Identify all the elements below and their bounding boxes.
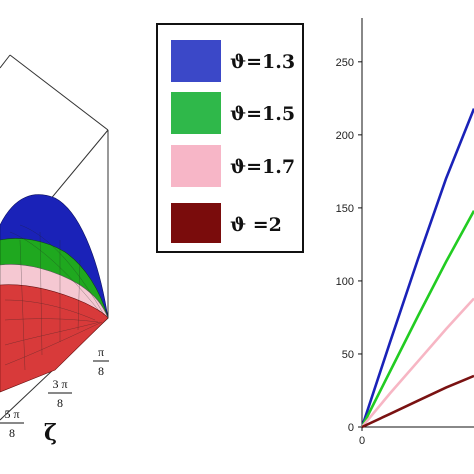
legend-swatch-1 xyxy=(171,40,221,82)
zeta-axis: π 8 3 π 8 5 π 8 ζ xyxy=(0,345,109,446)
y-tick-label: 200 xyxy=(336,130,354,142)
line-plot: 0 50 100 150 200 250 0 xyxy=(336,18,474,447)
zeta-tick-2-den: 8 xyxy=(57,396,63,410)
y-ticks: 0 50 100 150 200 250 xyxy=(336,57,362,434)
y-tick-label: 250 xyxy=(336,57,354,69)
zeta-tick-3-num: 5 π xyxy=(4,407,19,421)
legend-swatch-3 xyxy=(171,145,221,187)
y-tick-label: 0 xyxy=(348,422,354,434)
x-ticks: 0 xyxy=(359,427,365,447)
series-line-4 xyxy=(361,374,474,429)
legend-label-4: ϑ =2 xyxy=(230,214,282,236)
zeta-tick-3-den: 8 xyxy=(9,426,15,440)
legend-label-2: ϑ=1.5 xyxy=(230,103,295,125)
zeta-tick-1-num: π xyxy=(98,345,104,359)
zeta-axis-label: ζ xyxy=(44,420,57,446)
series-lines xyxy=(360,108,474,429)
box-edge xyxy=(9,54,109,131)
surface-red xyxy=(0,284,109,393)
series-line-1 xyxy=(360,108,474,428)
zeta-tick-2-num: 3 π xyxy=(52,377,67,391)
legend-label-3: ϑ=1.7 xyxy=(230,156,295,178)
legend-label-1: ϑ=1.3 xyxy=(230,51,295,73)
legend: ϑ=1.3 ϑ=1.5 ϑ=1.7 ϑ =2 xyxy=(156,23,304,253)
surface-mesh xyxy=(4,224,105,371)
legend-swatch-2 xyxy=(171,92,221,134)
surface-plot: π 8 3 π 8 5 π 8 ζ xyxy=(0,54,109,446)
box-edge xyxy=(0,54,11,69)
x-tick-label: 0 xyxy=(359,435,365,447)
series-line-2 xyxy=(360,210,474,428)
y-tick-label: 150 xyxy=(336,203,354,215)
zeta-tick-1-den: 8 xyxy=(98,364,104,378)
legend-swatch-4 xyxy=(171,203,221,243)
y-tick-label: 50 xyxy=(342,349,354,361)
y-tick-label: 100 xyxy=(336,276,354,288)
series-line-3 xyxy=(361,297,474,428)
